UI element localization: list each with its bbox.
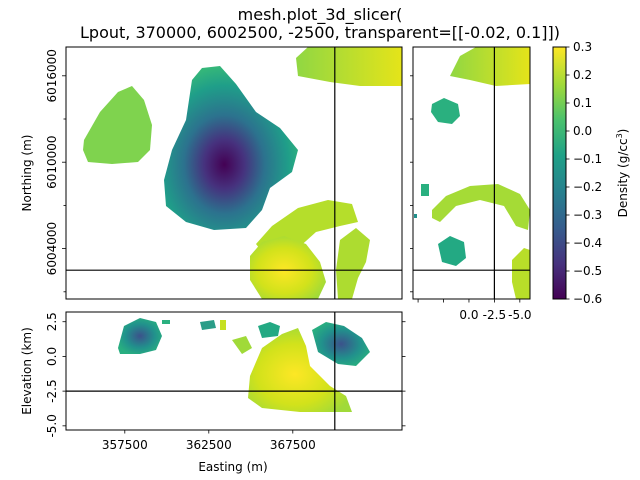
east-section-panel: 0.0 -2.5 -5.0 (410, 46, 532, 322)
plan-anomaly-top (296, 47, 402, 86)
colorbar-label-sup: 3 (615, 133, 624, 138)
east-anomaly-right (512, 248, 530, 299)
colorbar-label-main: Density (g/cc (616, 138, 630, 217)
colorbar-tick-label: 0.1 (573, 96, 592, 110)
east-x-tick-label: 0.0 (459, 308, 478, 322)
east-section-frame (412, 46, 531, 300)
north-anomaly-shoulder (232, 336, 252, 354)
north-y-ticks: 2.5 0.0 -2.5 -5.0 (45, 312, 406, 438)
north-x-axis-label: Easting (m) (198, 460, 267, 474)
figure-title-line1: mesh.plot_3d_slicer( (237, 5, 403, 24)
plan-anomaly-east-edge (336, 228, 370, 299)
colorbar-tick-label: 0.3 (573, 40, 592, 54)
colorbar-tick-label: 0.2 (573, 68, 592, 82)
colorbar-label: Density (g/cc3) (615, 129, 630, 218)
north-y-tick-label: 2.5 (45, 312, 59, 331)
plan-anomaly-west (83, 86, 152, 164)
plan-y-tick-label: 6016000 (45, 49, 59, 102)
east-x-tick-label: -2.5 (483, 308, 506, 322)
north-y-tick-label: -2.5 (45, 379, 59, 402)
north-section-image (118, 318, 370, 412)
north-y-tick-label: -5.0 (45, 414, 59, 437)
north-anomaly-mid (258, 322, 280, 338)
north-x-ticks: 357500 362500 367500 (102, 430, 316, 452)
east-speck-2 (414, 214, 417, 218)
north-x-tick-label: 367500 (270, 438, 316, 452)
north-section-frame (65, 311, 403, 431)
plan-view-image (83, 47, 402, 299)
colorbar-gradient (552, 46, 567, 300)
plan-view-panel: 6004000 6010000 6016000 Northing (m) (20, 46, 403, 300)
colorbar-tick-label: −0.2 (573, 180, 602, 194)
east-section-image (414, 47, 530, 299)
north-y-axis-label: Elevation (km) (20, 327, 34, 415)
plan-view-frame (65, 46, 403, 300)
figure-title-line2: Lpout, 370000, 6002500, -2500, transpare… (80, 23, 560, 42)
colorbar-tick-label: −0.3 (573, 208, 602, 222)
plan-anomaly-high (250, 236, 326, 299)
colorbar-tick-label: 0.0 (573, 124, 592, 138)
north-anomaly-low (312, 322, 370, 366)
colorbar: 0.3 0.2 0.1 0.0 −0.1 −0.2 −0.3 −0.4 −0.5 −0.6 Den… (552, 40, 630, 306)
colorbar-ticks: 0.3 0.2 0.1 0.0 −0.1 −0.2 −0.3 −0.4 −0.5 −0.6 (566, 40, 602, 306)
east-anomaly-arc (432, 184, 530, 230)
colorbar-label-end: ) (616, 129, 630, 134)
plan-y-tick-label: 6004000 (45, 222, 59, 275)
colorbar-tick-label: −0.6 (573, 292, 602, 306)
east-speck-1 (421, 184, 429, 196)
colorbar-tick-label: −0.5 (573, 264, 602, 278)
north-anomaly-small (200, 320, 216, 330)
east-anomaly-small (431, 98, 460, 124)
plan-y-ticks: 6004000 6010000 6016000 (45, 49, 66, 293)
north-x-tick-label: 362500 (186, 438, 232, 452)
east-x-ticks: 0.0 -2.5 -5.0 (417, 299, 532, 322)
north-x-tick-label: 357500 (102, 438, 148, 452)
colorbar-tick-label: −0.4 (573, 236, 602, 250)
plan-y-tick-label: 6010000 (45, 135, 59, 188)
east-x-tick-label: -5.0 (508, 308, 531, 322)
east-anomaly-top (450, 47, 530, 86)
east-anomaly-lower (438, 236, 466, 266)
plan-y-axis-label: Northing (m) (20, 135, 34, 212)
north-y-tick-label: 0.0 (45, 347, 59, 366)
north-speck-1 (162, 320, 170, 324)
east-y-ticks (410, 75, 413, 293)
plan-anomaly-low (164, 66, 298, 230)
colorbar-tick-label: −0.1 (573, 152, 602, 166)
north-anomaly-west (118, 318, 162, 354)
north-speck-2 (220, 320, 226, 330)
north-section-panel: 357500 362500 367500 2.5 0.0 -2.5 -5.0 Eastin… (20, 311, 406, 474)
